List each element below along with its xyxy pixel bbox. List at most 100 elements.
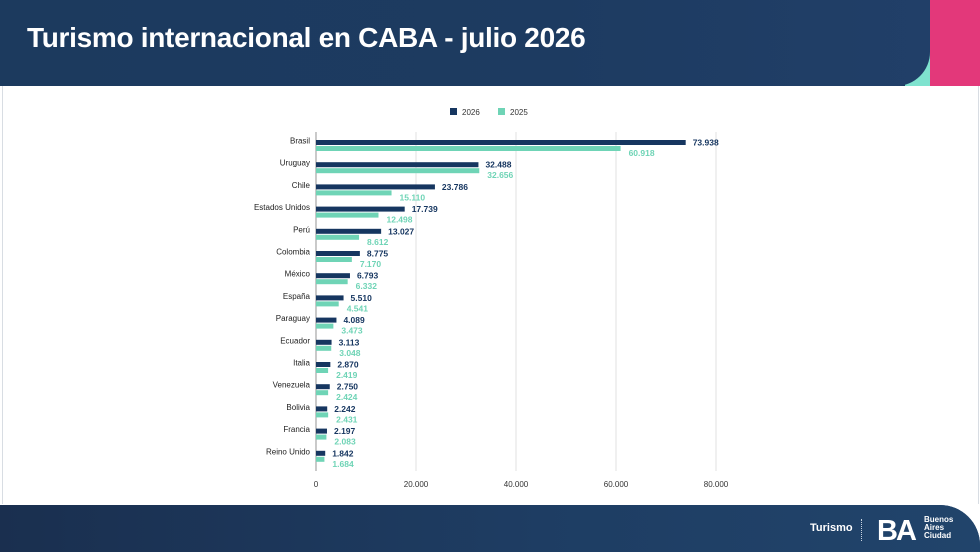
data-label-2025-reino-unido: 1.684 [332,459,354,469]
bar-2026-reino-unido [316,450,326,456]
category-label-bolivia: Bolivia [286,403,310,412]
data-label-2026-francia: 2.197 [334,426,356,436]
x-tick-label-4: 80.000 [704,480,729,489]
x-tick-label-3: 60.000 [604,480,629,489]
data-label-2025-italia: 2.419 [336,370,358,380]
category-label-espana: España [283,292,311,301]
data-label-2026-colombia: 8.775 [367,249,389,259]
category-label-colombia: Colombia [276,248,310,257]
data-label-2025-venezuela: 2.424 [336,392,358,402]
category-label-chile: Chile [292,181,311,190]
ba-logo-line-1: Buenos [924,515,954,524]
data-label-2026-mexico: 6.793 [357,271,379,281]
data-label-2026-venezuela: 2.750 [337,382,359,392]
category-label-italia: Italia [293,359,310,368]
bar-2025-colombia [316,257,352,262]
bar-2025-mexico [316,279,348,285]
bar-2026-uruguay [316,162,479,168]
x-tick-label-2: 40.000 [504,480,529,489]
data-label-2025-estados-unidos: 12.498 [386,215,412,225]
data-label-2026-uruguay: 32.488 [485,160,511,170]
bar-2025-paraguay [316,323,334,329]
data-label-2025-uruguay: 32.656 [487,170,513,180]
data-label-2026-reino-unido: 1.842 [332,448,354,458]
bar-2026-espana [316,295,344,301]
x-tick-label-1: 20.000 [404,480,429,489]
ba-logo-line-3: Ciudad [924,531,952,540]
bar-2026-peru [316,228,382,234]
ba-logo-text: Buenos Aires Ciudad [924,516,953,540]
bar-2026-colombia [316,251,360,256]
category-label-reino-unido: Reino Unido [266,447,311,456]
bar-2026-paraguay [316,317,337,323]
header-accent-pink [930,0,980,86]
data-label-2026-espana: 5.510 [351,293,373,303]
chart-grid [315,132,717,471]
bar-2025-ecuador [316,345,332,351]
content-frame [2,86,979,504]
x-axis-ticks: 0 20.000 40.000 60.000 80.000 [314,480,729,489]
data-label-2026-estados-unidos: 17.739 [412,204,438,214]
category-label-estados-unidos: Estados Unidos [254,203,310,212]
bar-2026-bolivia [316,406,328,412]
chart-legend: 2026 2025 [450,108,528,117]
data-label-2026-italia: 2.870 [337,360,359,370]
category-label-venezuela: Venezuela [273,381,311,390]
footer-divider [861,519,862,541]
data-label-2025-ecuador: 3.048 [339,348,361,358]
data-label-2025-brasil: 60.918 [629,148,655,158]
legend-label-2025: 2025 [510,108,528,117]
data-label-2026-bolivia: 2.242 [334,404,356,414]
footer-gradient [0,505,980,552]
category-label-paraguay: Paraguay [276,314,310,323]
bar-2026-mexico [316,273,350,279]
data-label-2026-chile: 23.786 [442,182,468,192]
category-labels: Brasil Uruguay Chile Estados Unidos Perú Colo… [254,137,311,457]
bar-2025-peru [316,234,360,240]
data-label-2025-bolivia: 2.431 [336,414,358,424]
bar-2025-brasil [316,146,621,151]
data-label-2025-francia: 2.083 [334,437,356,447]
data-label-2026-peru: 13.027 [388,226,414,236]
ba-logo-icon: BA [877,515,919,543]
bar-2026-ecuador [316,339,332,345]
category-label-mexico: México [285,270,311,279]
x-tick-label-0: 0 [314,480,319,489]
data-label-2025-paraguay: 3.473 [341,326,363,336]
header-banner: Turismo internacional en CABA - julio 20… [0,0,980,86]
bar-2025-espana [316,301,339,307]
data-label-2025-espana: 4.541 [347,303,369,313]
legend-swatch-2025 [498,108,505,115]
bar-2025-francia [316,434,327,440]
category-label-uruguay: Uruguay [280,159,310,168]
bar-2026-italia [316,362,331,367]
ba-logo-line-2: Aires [924,523,945,532]
data-label-2025-mexico: 6.332 [356,281,378,291]
bar-2025-venezuela [316,390,329,396]
data-label-2025-chile: 15.110 [400,192,426,202]
bar-2025-uruguay [316,168,480,174]
data-label-2026-ecuador: 3.113 [339,337,360,347]
page-title: Turismo internacional en CABA - julio 20… [27,22,586,53]
footer-bar: Turismo BA Buenos Aires Ciudad [0,505,980,552]
bar-2025-estados-unidos [316,212,379,218]
data-label-2025-colombia: 7.170 [360,259,382,269]
bar-2026-estados-unidos [316,206,405,212]
header-cap [0,0,930,86]
bar-2025-reino-unido [316,456,325,462]
bar-2025-bolivia [316,412,329,418]
legend-label-2026: 2026 [462,108,480,117]
category-label-peru: Perú [293,225,310,234]
data-label-2025-peru: 8.612 [367,237,389,247]
footer-label: Turismo [810,522,853,534]
bar-2026-chile [316,184,435,190]
ba-logo-mark: BA [877,515,917,543]
category-label-francia: Francia [283,425,310,434]
legend-swatch-2026 [450,108,457,115]
data-label-2026-brasil: 73.938 [693,138,719,148]
bar-2025-chile [316,190,392,196]
category-label-ecuador: Ecuador [280,336,310,345]
data-label-2026-paraguay: 4.089 [343,315,365,325]
